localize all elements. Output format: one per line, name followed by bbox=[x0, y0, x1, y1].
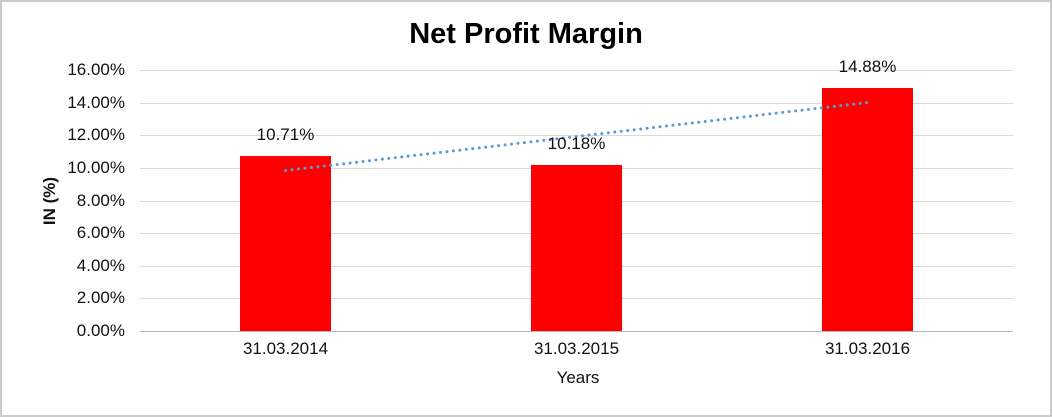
bar-31.03.2014 bbox=[240, 156, 331, 331]
bar-31.03.2015 bbox=[531, 164, 622, 331]
y-tick-label: 4.00% bbox=[76, 255, 125, 275]
y-tick-label: 6.00% bbox=[76, 223, 125, 243]
x-axis-line bbox=[140, 331, 1013, 332]
y-tick-label: 10.00% bbox=[67, 157, 125, 177]
x-axis-title: Years bbox=[556, 368, 600, 387]
y-tick-label: 0.00% bbox=[76, 321, 125, 340]
x-tick-label: 31.03.2016 bbox=[824, 339, 911, 358]
x-tick-label: 31.03.2014 bbox=[242, 339, 329, 358]
data-label: 10.71% bbox=[256, 125, 315, 145]
data-label: 14.88% bbox=[838, 57, 897, 77]
y-tick-label: 12.00% bbox=[67, 125, 125, 145]
data-label: 10.18% bbox=[547, 133, 606, 153]
y-tick-label: 8.00% bbox=[76, 190, 125, 210]
x-tick-label: 31.03.2015 bbox=[533, 339, 620, 358]
y-tick-label: 16.00% bbox=[67, 60, 125, 79]
y-tick-label: 14.00% bbox=[67, 92, 125, 112]
y-axis-title: IN (%) bbox=[40, 176, 59, 226]
y-tick-label: 2.00% bbox=[76, 288, 125, 308]
gridline bbox=[140, 70, 1013, 71]
chart-title: Net Profit Margin bbox=[409, 18, 643, 50]
